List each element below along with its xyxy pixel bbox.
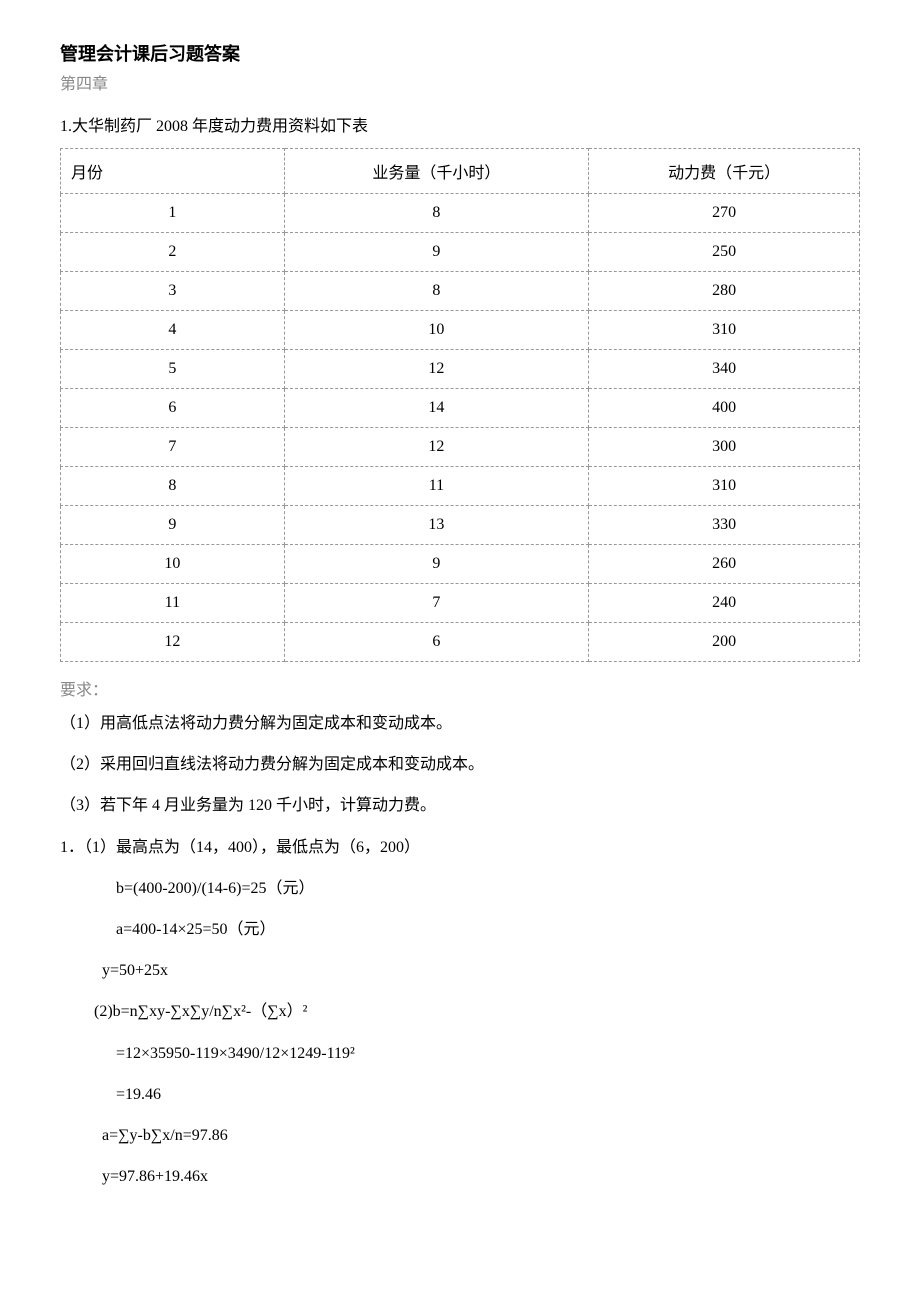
table-row: 117240 [61,584,860,623]
table-row: 712300 [61,428,860,467]
requirement-3: （3）若下年 4 月业务量为 120 千小时，计算动力费。 [60,792,860,819]
table-cell: 6 [61,389,285,428]
table-cell: 8 [61,467,285,506]
table-cell: 10 [61,545,285,584]
table-row: 614400 [61,389,860,428]
table-cell: 270 [589,194,860,233]
table-cell: 4 [61,311,285,350]
table-cell: 240 [589,584,860,623]
table-cell: 330 [589,506,860,545]
solution-line-9: y=97.86+19.46x [60,1163,860,1190]
table-cell: 14 [284,389,588,428]
requirement-2: （2）采用回归直线法将动力费分解为固定成本和变动成本。 [60,751,860,778]
table-cell: 12 [284,428,588,467]
solution-line-3: a=400-14×25=50（元） [60,916,860,943]
problem-intro: 1.大华制药厂 2008 年度动力费用资料如下表 [60,112,860,136]
table-cell: 9 [284,545,588,584]
table-row: 38280 [61,272,860,311]
table-cell: 5 [61,350,285,389]
doc-title: 管理会计课后习题答案 [60,40,860,66]
table-row: 410310 [61,311,860,350]
table-cell: 2 [61,233,285,272]
table-row: 109260 [61,545,860,584]
table-cell: 400 [589,389,860,428]
table-cell: 3 [61,272,285,311]
table-row: 18270 [61,194,860,233]
table-cell: 6 [284,623,588,662]
table-cell: 310 [589,311,860,350]
table-cell: 8 [284,194,588,233]
table-cell: 11 [61,584,285,623]
solution-line-5: (2)b=n∑xy-∑x∑y/n∑x²-（∑x）² [60,998,860,1025]
table-cell: 11 [284,467,588,506]
table-cell: 1 [61,194,285,233]
col-month: 月份 [61,149,285,194]
table-cell: 340 [589,350,860,389]
table-cell: 7 [61,428,285,467]
table-cell: 250 [589,233,860,272]
solution-line-4: y=50+25x [60,957,860,984]
table-cell: 12 [61,623,285,662]
table-cell: 310 [589,467,860,506]
table-cell: 13 [284,506,588,545]
table-cell: 7 [284,584,588,623]
table-row: 913330 [61,506,860,545]
table-cell: 9 [61,506,285,545]
chapter-label: 第四章 [60,70,860,94]
table-body: 1827029250382804103105123406144007123008… [61,194,860,662]
table-row: 811310 [61,467,860,506]
table-cell: 9 [284,233,588,272]
table-cell: 10 [284,311,588,350]
table-cell: 280 [589,272,860,311]
solution-line-1: 1．（1）最高点为（14，400），最低点为（6，200） [60,834,860,861]
requirement-1: （1）用高低点法将动力费分解为固定成本和变动成本。 [60,710,860,737]
table-row: 512340 [61,350,860,389]
table-row: 126200 [61,623,860,662]
table-cell: 8 [284,272,588,311]
table-cell: 260 [589,545,860,584]
col-volume: 业务量（千小时） [284,149,588,194]
solution-line-7: =19.46 [60,1081,860,1108]
table-row: 29250 [61,233,860,272]
requirements-label: 要求： [60,676,860,700]
table-cell: 200 [589,623,860,662]
table-cell: 300 [589,428,860,467]
solution-line-6: =12×35950-119×3490/12×1249-119² [60,1040,860,1067]
table-header-row: 月份 业务量（千小时） 动力费（千元） [61,149,860,194]
col-cost: 动力费（千元） [589,149,860,194]
solution-line-8: a=∑y-b∑x/n=97.86 [60,1122,860,1149]
table-cell: 12 [284,350,588,389]
data-table: 月份 业务量（千小时） 动力费（千元） 18270292503828041031… [60,148,860,662]
solution-line-2: b=(400-200)/(14-6)=25（元） [60,875,860,902]
